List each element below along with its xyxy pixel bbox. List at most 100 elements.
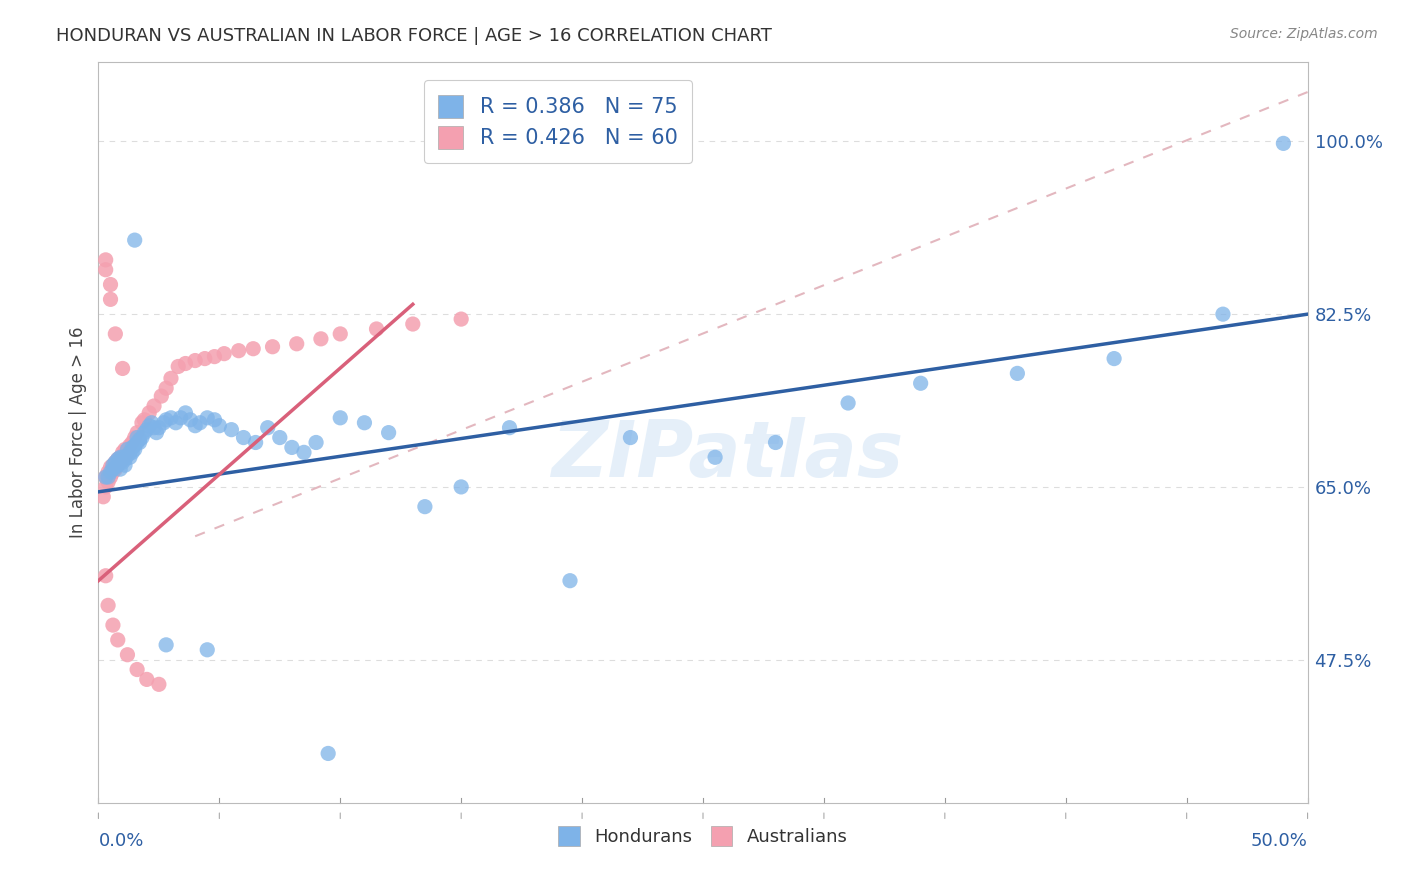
Point [143, 399, 166, 413]
Point [450, 312, 472, 326]
Point [232, 431, 254, 445]
Point [101, 458, 124, 473]
Point [128, 435, 150, 450]
Point [104, 455, 127, 469]
Point [141, 416, 163, 430]
Point [100, 277, 122, 292]
Point [174, 357, 197, 371]
Point [127, 431, 149, 445]
Point [97, 599, 120, 613]
Point [366, 322, 388, 336]
Point [169, 410, 191, 425]
Point [97, 470, 120, 484]
Point [100, 293, 122, 307]
Point [353, 416, 375, 430]
Point [131, 416, 153, 430]
Point [188, 416, 211, 430]
Point [138, 406, 160, 420]
Point [174, 406, 197, 420]
Point [135, 423, 157, 437]
Point [558, 574, 581, 588]
Point [148, 420, 170, 434]
Point [104, 326, 127, 341]
Point [184, 353, 207, 368]
Point [100, 465, 122, 479]
Point [100, 460, 122, 475]
Point [94, 262, 117, 277]
Point [150, 389, 173, 403]
Point [94, 480, 117, 494]
Point [124, 233, 146, 247]
Text: Source: ZipAtlas.com: Source: ZipAtlas.com [1230, 27, 1378, 41]
Point [94, 470, 117, 484]
Point [228, 343, 250, 358]
Point [107, 458, 129, 473]
Point [155, 638, 177, 652]
Point [305, 435, 328, 450]
Point [1007, 367, 1029, 381]
Point [127, 435, 149, 450]
Point [124, 442, 146, 457]
Point [619, 431, 641, 445]
Point [242, 342, 264, 356]
Point [498, 420, 520, 434]
Point [910, 376, 932, 391]
Point [195, 410, 218, 425]
Point [117, 648, 139, 662]
Point [107, 452, 129, 467]
Point [101, 462, 124, 476]
Point [256, 420, 278, 434]
Point [111, 452, 134, 467]
Point [329, 326, 352, 341]
Point [117, 448, 139, 462]
Point [114, 442, 136, 457]
Point [160, 371, 183, 385]
Point [104, 460, 127, 475]
Point [765, 435, 787, 450]
Point [704, 450, 727, 465]
Point [117, 445, 139, 459]
Point [138, 418, 160, 433]
Point [160, 410, 183, 425]
Text: 0.0%: 0.0% [98, 832, 143, 850]
Point [111, 445, 134, 459]
Point [91, 490, 114, 504]
Point [204, 350, 226, 364]
Point [111, 450, 134, 465]
Point [118, 445, 141, 459]
Point [121, 435, 143, 450]
Point [204, 413, 226, 427]
Point [135, 673, 157, 687]
Point [124, 438, 146, 452]
Text: ZIPatlas: ZIPatlas [551, 417, 903, 493]
Point [94, 252, 117, 267]
Point [107, 458, 129, 473]
Point [269, 431, 291, 445]
Point [837, 396, 859, 410]
Point [134, 413, 156, 427]
Point [114, 448, 136, 462]
Point [124, 431, 146, 445]
Point [108, 462, 131, 476]
Text: 50.0%: 50.0% [1251, 832, 1308, 850]
Point [121, 445, 143, 459]
Point [165, 416, 187, 430]
Point [194, 351, 217, 366]
Point [143, 420, 166, 434]
Point [262, 340, 284, 354]
Point [195, 642, 218, 657]
Point [128, 433, 150, 447]
Point [97, 465, 120, 479]
Point [208, 418, 231, 433]
Point [108, 455, 131, 469]
Point [1212, 307, 1234, 321]
Point [117, 442, 139, 457]
Point [155, 381, 177, 395]
Point [111, 361, 134, 376]
Point [104, 462, 127, 476]
Point [121, 441, 143, 455]
Point [94, 568, 117, 582]
Point [104, 455, 127, 469]
Point [413, 500, 436, 514]
Point [108, 450, 131, 465]
